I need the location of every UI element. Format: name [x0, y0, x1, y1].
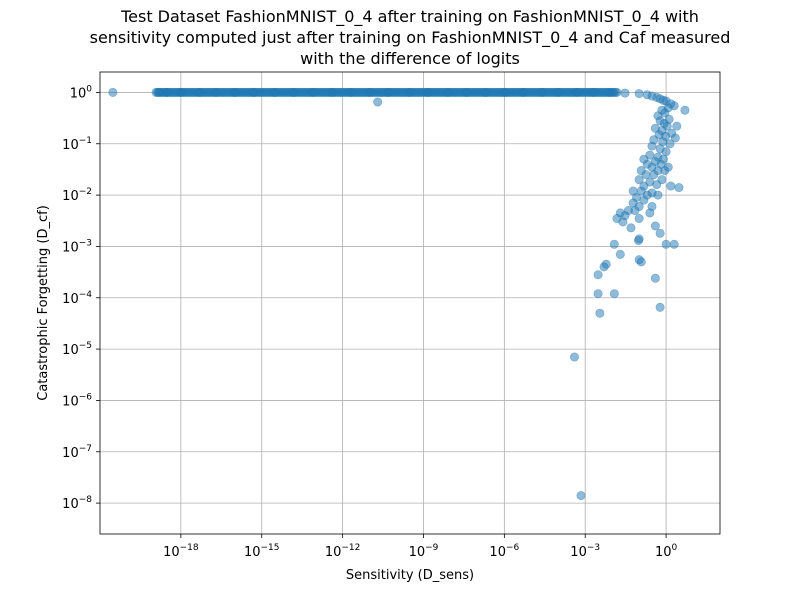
y-axis-label: Catastrophic Forgetting (D_cf) [36, 205, 51, 401]
scatter-point [634, 175, 644, 185]
scatter-point [630, 206, 640, 216]
chart-title-line-3: with the difference of logits [300, 49, 520, 68]
scatter-point [655, 228, 665, 238]
scatter-point [537, 87, 547, 97]
scatter-point [649, 170, 659, 180]
scatter-point [636, 257, 646, 267]
scatter-point [327, 87, 337, 97]
axes-frame [99, 71, 721, 535]
scatter-point [553, 87, 563, 97]
data-points [108, 87, 690, 501]
scatter-point [162, 87, 172, 97]
scatter-point [665, 139, 675, 149]
scatter-point [661, 239, 671, 249]
scatter-point [270, 87, 280, 97]
scatter-point [346, 87, 356, 97]
scatter-point [669, 239, 679, 249]
scatter-point [660, 166, 670, 176]
scatter-point [674, 183, 684, 193]
scatter-point [661, 147, 671, 157]
scatter-point [615, 249, 625, 259]
scatter-point [655, 302, 665, 312]
scatter-point [576, 491, 586, 501]
scatter-point [634, 89, 644, 99]
scatter-point [288, 87, 298, 97]
scatter-point [108, 87, 118, 97]
scatter-point [634, 236, 644, 246]
scatter-point [518, 87, 528, 97]
scatter-point [670, 133, 680, 143]
scatter-point [618, 217, 628, 227]
scatter-point [593, 270, 603, 280]
scatter-point [666, 181, 676, 191]
scatter-point [365, 87, 375, 97]
scatter-point [588, 87, 598, 97]
scatter-point [249, 87, 259, 97]
x-axis-label: Sensitivity (D_sens) [346, 568, 474, 583]
scatter-point [423, 87, 433, 97]
scatter-point [499, 87, 509, 97]
scatter-point [647, 141, 657, 151]
scatter-point [634, 214, 644, 224]
scatter-point [652, 180, 662, 190]
scatter-point [645, 208, 655, 218]
scatter-point [230, 87, 240, 97]
scatter-point [650, 273, 660, 283]
scatter-point [569, 352, 579, 362]
grid [100, 72, 720, 534]
scatter-point [599, 262, 609, 272]
scatter-point [383, 87, 393, 97]
scatter-point [572, 87, 582, 97]
scatter-point [593, 289, 603, 299]
scatter-point [672, 121, 682, 131]
scatter-point [443, 87, 453, 97]
scatter-point [154, 87, 164, 97]
scatter-point [680, 105, 690, 115]
scatter-point [605, 87, 615, 97]
scatter-point [609, 239, 619, 249]
scatter-point [404, 87, 414, 97]
scatter-point [308, 87, 318, 97]
scatter-point [609, 289, 619, 299]
scatter-point [211, 87, 221, 97]
scatter-point [620, 88, 630, 98]
chart-title-line-2: sensitivity computed just after training… [90, 28, 731, 48]
scatter-point [176, 87, 186, 97]
scatter-point [373, 97, 383, 107]
scatter-point [639, 195, 649, 205]
scatter-point [195, 87, 205, 97]
scatter-point [650, 221, 660, 231]
chart-title-line-1: Test Dataset FashionMNIST_0_4 after trai… [120, 7, 699, 27]
scatter-point [653, 190, 663, 200]
scatter-point [595, 308, 605, 318]
scatter-point [481, 87, 491, 97]
scatter-point [626, 223, 636, 233]
scatter-point [462, 87, 472, 97]
